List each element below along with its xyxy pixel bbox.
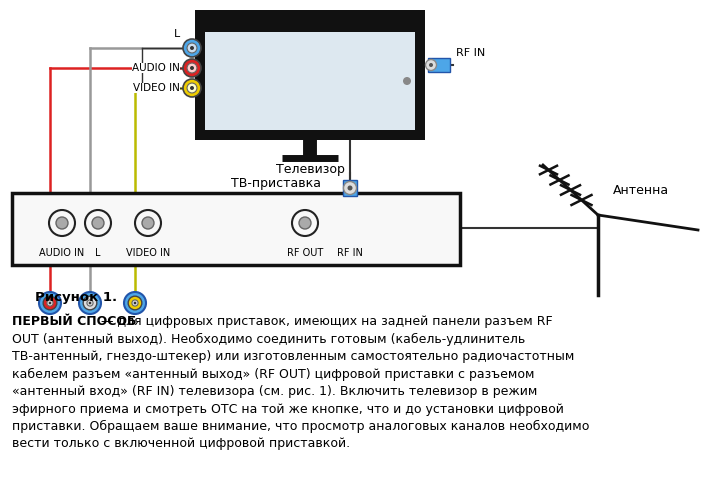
Circle shape — [403, 77, 411, 85]
Circle shape — [89, 302, 92, 304]
Text: VIDEO IN: VIDEO IN — [133, 83, 180, 93]
Circle shape — [92, 217, 104, 229]
Circle shape — [183, 39, 201, 57]
Circle shape — [79, 292, 101, 314]
Circle shape — [347, 185, 352, 190]
Circle shape — [124, 292, 146, 314]
Text: эфирного приема и смотреть ОТС на той же кнопке, что и до установки цифровой: эфирного приема и смотреть ОТС на той же… — [12, 402, 564, 416]
Circle shape — [425, 60, 437, 70]
Bar — [205, 32, 415, 130]
Text: Рисунок 1.: Рисунок 1. — [35, 291, 117, 305]
Circle shape — [183, 59, 201, 77]
Text: — для цифровых приставок, имеющих на задней панели разъем RF: — для цифровых приставок, имеющих на зад… — [97, 315, 552, 328]
Text: L: L — [174, 29, 180, 39]
Text: ТВ-антенный, гнездо-штекер) или изготовленным самостоятельно радиочастотным: ТВ-антенный, гнездо-штекер) или изготовл… — [12, 350, 574, 363]
Circle shape — [187, 43, 197, 53]
Text: ТВ-приставка: ТВ-приставка — [231, 176, 321, 189]
Text: Телевизор: Телевизор — [275, 164, 344, 176]
Circle shape — [133, 302, 136, 304]
Circle shape — [190, 46, 194, 50]
Bar — [195, 10, 425, 140]
Bar — [428, 58, 450, 72]
Text: RF IN: RF IN — [456, 48, 485, 58]
Circle shape — [187, 83, 197, 93]
Text: AUDIO IN: AUDIO IN — [39, 248, 84, 258]
Text: Антенна: Антенна — [613, 183, 669, 197]
Bar — [12, 193, 460, 265]
Text: AUDIO IN: AUDIO IN — [132, 63, 180, 73]
Text: приставки. Обращаем ваше внимание, что просмотр аналоговых каналов необходимо: приставки. Обращаем ваше внимание, что п… — [12, 420, 589, 433]
Circle shape — [142, 217, 154, 229]
Text: RF OUT: RF OUT — [287, 248, 323, 258]
Text: ПЕРВЫЙ СПОСОБ: ПЕРВЫЙ СПОСОБ — [12, 315, 136, 328]
Circle shape — [83, 296, 97, 310]
Circle shape — [56, 217, 68, 229]
Circle shape — [183, 79, 201, 97]
Text: RF IN: RF IN — [337, 248, 363, 258]
Text: VIDEO IN: VIDEO IN — [126, 248, 170, 258]
Circle shape — [429, 63, 433, 67]
Circle shape — [292, 210, 318, 236]
Circle shape — [87, 300, 93, 306]
Circle shape — [43, 296, 57, 310]
Text: L: L — [95, 248, 101, 258]
Circle shape — [49, 210, 75, 236]
Circle shape — [49, 302, 51, 304]
Circle shape — [135, 210, 161, 236]
Circle shape — [190, 66, 194, 70]
Circle shape — [39, 292, 61, 314]
Text: вести только с включенной цифровой приставкой.: вести только с включенной цифровой прист… — [12, 437, 350, 451]
Text: «антенный вход» (RF IN) телевизора (см. рис. 1). Включить телевизор в режим: «антенный вход» (RF IN) телевизора (см. … — [12, 385, 537, 398]
Text: OUT (антенный выход). Необходимо соединить готовым (кабель-удлинитель: OUT (антенный выход). Необходимо соедини… — [12, 332, 525, 346]
Circle shape — [299, 217, 311, 229]
Circle shape — [47, 300, 53, 306]
Circle shape — [190, 86, 194, 90]
Circle shape — [187, 63, 197, 73]
Circle shape — [132, 300, 138, 306]
Bar — [343, 180, 357, 196]
Text: кабелем разъем «антенный выход» (RF OUT) цифровой приставки с разъемом: кабелем разъем «антенный выход» (RF OUT)… — [12, 367, 535, 381]
Circle shape — [85, 210, 111, 236]
Circle shape — [129, 296, 142, 310]
Circle shape — [344, 181, 356, 195]
